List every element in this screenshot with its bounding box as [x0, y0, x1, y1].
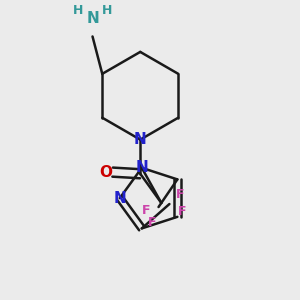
Text: H: H: [73, 4, 83, 17]
Text: O: O: [99, 165, 112, 180]
Text: N: N: [135, 160, 148, 175]
Text: F: F: [148, 216, 156, 229]
Text: F: F: [178, 205, 186, 218]
Text: N: N: [134, 132, 147, 147]
Text: H: H: [102, 4, 112, 17]
Text: N: N: [113, 190, 126, 206]
Text: N: N: [86, 11, 99, 26]
Text: F: F: [142, 204, 150, 217]
Text: F: F: [176, 188, 184, 201]
